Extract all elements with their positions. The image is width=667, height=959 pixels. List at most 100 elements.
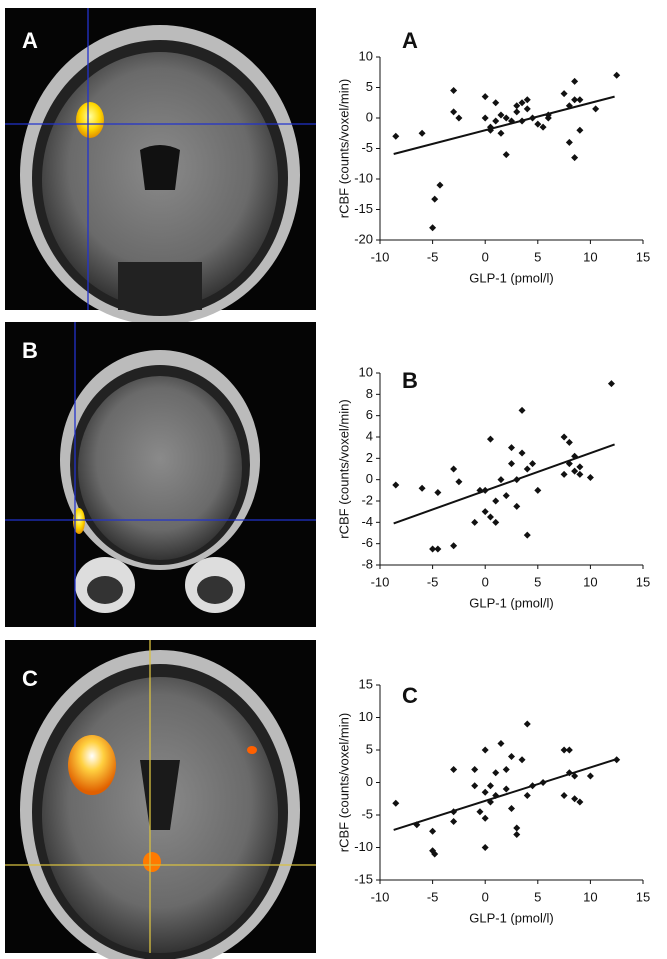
- point: [434, 545, 442, 553]
- point: [565, 438, 573, 446]
- x-tick-label: 5: [534, 249, 541, 264]
- point: [523, 531, 531, 539]
- point: [576, 463, 584, 471]
- x-tick-label: -10: [371, 249, 390, 264]
- scatter-chart: -8 -6 -4 -2 0 2 4 6 8 10 -10 -5 0 5 10 15 GLP-1 (pmol/l)…: [336, 364, 650, 610]
- point: [571, 467, 579, 475]
- image-label: B: [22, 338, 38, 363]
- point: [560, 792, 568, 799]
- point: [502, 492, 510, 500]
- image-label: C: [22, 666, 38, 691]
- point: [502, 785, 510, 793]
- x-tick-label: 15: [636, 249, 650, 264]
- point: [476, 808, 484, 816]
- point: [492, 518, 500, 526]
- x-tick-label: -5: [427, 574, 439, 589]
- point: [431, 195, 439, 203]
- image-label: A: [22, 28, 38, 53]
- point: [508, 444, 515, 452]
- point: [508, 460, 515, 468]
- point: [571, 795, 579, 803]
- point: [523, 792, 531, 799]
- point: [392, 481, 400, 489]
- point: [450, 818, 458, 825]
- point: [565, 746, 573, 754]
- scatter-chart: -20 -15 -10 -5 0 5 10 -10 -5 0 5 10 15 GLP-1 (pmol/l)…: [336, 28, 650, 286]
- y-tick-label: -15: [354, 201, 373, 216]
- point: [436, 181, 444, 189]
- point: [450, 542, 458, 550]
- x-tick-label: -10: [371, 574, 390, 589]
- point: [586, 474, 594, 482]
- point: [560, 746, 568, 754]
- point: [450, 766, 458, 773]
- point: [513, 824, 521, 832]
- point: [471, 766, 479, 773]
- point: [481, 814, 489, 822]
- point: [571, 96, 579, 104]
- point: [523, 720, 531, 728]
- point: [576, 470, 584, 478]
- x-tick-label: -5: [427, 889, 439, 904]
- brain-image-c: [5, 640, 316, 959]
- point: [576, 126, 584, 134]
- point: [471, 518, 479, 526]
- point: [518, 99, 526, 107]
- y-tick-label: -4: [361, 514, 373, 529]
- x-tick-label: 0: [482, 249, 489, 264]
- y-tick-label: 2: [366, 450, 373, 465]
- point: [560, 433, 568, 441]
- y-tick-label: 10: [359, 709, 373, 724]
- x-axis-label: GLP-1 (pmol/l): [469, 270, 554, 285]
- point: [450, 465, 458, 473]
- point: [481, 114, 489, 122]
- y-tick-label: 5: [366, 79, 373, 94]
- point: [613, 71, 621, 79]
- point: [592, 105, 600, 113]
- point: [434, 488, 442, 496]
- point: [492, 99, 500, 107]
- point: [571, 772, 579, 780]
- y-tick-label: -10: [354, 170, 373, 185]
- chart-title: C: [402, 683, 418, 708]
- point: [497, 476, 505, 484]
- point: [481, 746, 489, 754]
- trend-line: [393, 443, 615, 525]
- y-tick-label: 10: [359, 48, 373, 63]
- x-axis-label: GLP-1 (pmol/l): [469, 595, 554, 610]
- y-axis-label: rCBF (counts/voxel/min): [336, 399, 351, 538]
- y-tick-label: -8: [361, 556, 373, 571]
- point: [486, 782, 494, 790]
- x-tick-label: 5: [534, 889, 541, 904]
- y-tick-label: 8: [366, 386, 373, 401]
- y-tick-label: 0: [366, 471, 373, 486]
- point: [513, 831, 521, 838]
- x-tick-label: 0: [482, 574, 489, 589]
- point: [486, 435, 494, 443]
- point: [560, 90, 568, 98]
- y-axis-label: rCBF (counts/voxel/min): [336, 713, 351, 852]
- point: [607, 380, 615, 388]
- point: [534, 120, 542, 128]
- point: [497, 740, 505, 747]
- point: [613, 756, 621, 764]
- point: [565, 138, 573, 146]
- point: [571, 77, 579, 85]
- point: [392, 132, 400, 140]
- point: [418, 484, 426, 492]
- point: [429, 545, 437, 553]
- x-tick-label: 0: [482, 889, 489, 904]
- x-tick-label: 5: [534, 574, 541, 589]
- point: [513, 108, 521, 116]
- point: [539, 123, 547, 131]
- point: [513, 102, 521, 110]
- point: [523, 96, 531, 104]
- point: [492, 117, 500, 125]
- y-tick-label: -5: [361, 140, 373, 155]
- point: [431, 850, 439, 858]
- point: [523, 465, 531, 473]
- point: [586, 772, 594, 780]
- point: [534, 486, 542, 494]
- point: [481, 844, 489, 851]
